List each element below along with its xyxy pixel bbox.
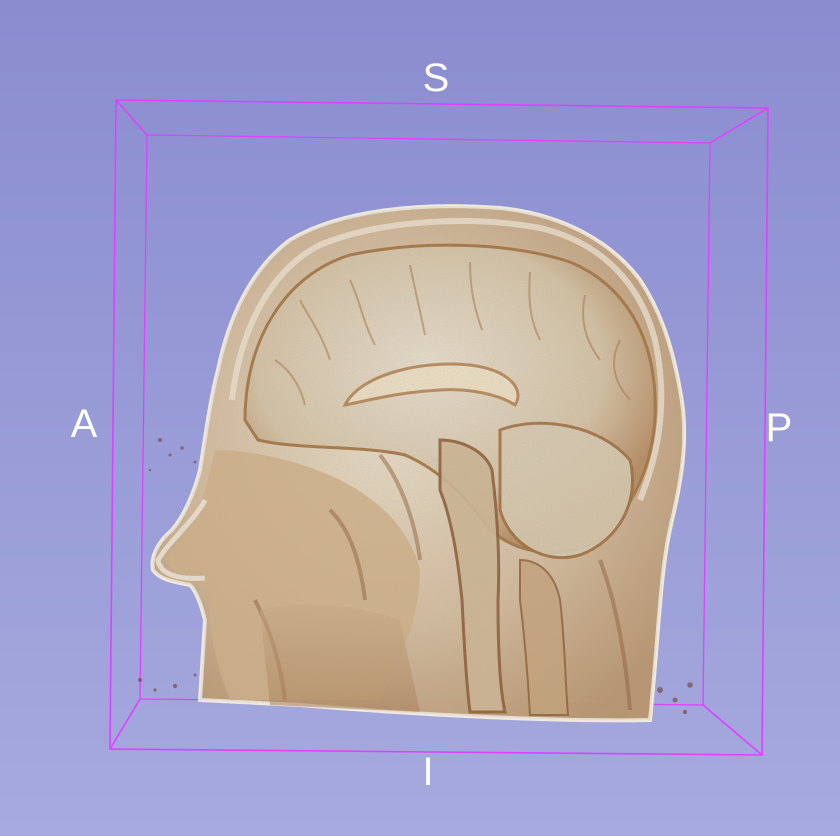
head-volume[interactable]	[150, 204, 687, 723]
volume-texture	[152, 206, 685, 721]
orientation-label-inferior: I	[422, 750, 434, 794]
orientation-label-anterior: A	[70, 402, 98, 446]
orientation-label-posterior: P	[765, 406, 793, 450]
orientation-label-superior: S	[422, 56, 450, 100]
bounding-box-front	[109, 99, 769, 756]
